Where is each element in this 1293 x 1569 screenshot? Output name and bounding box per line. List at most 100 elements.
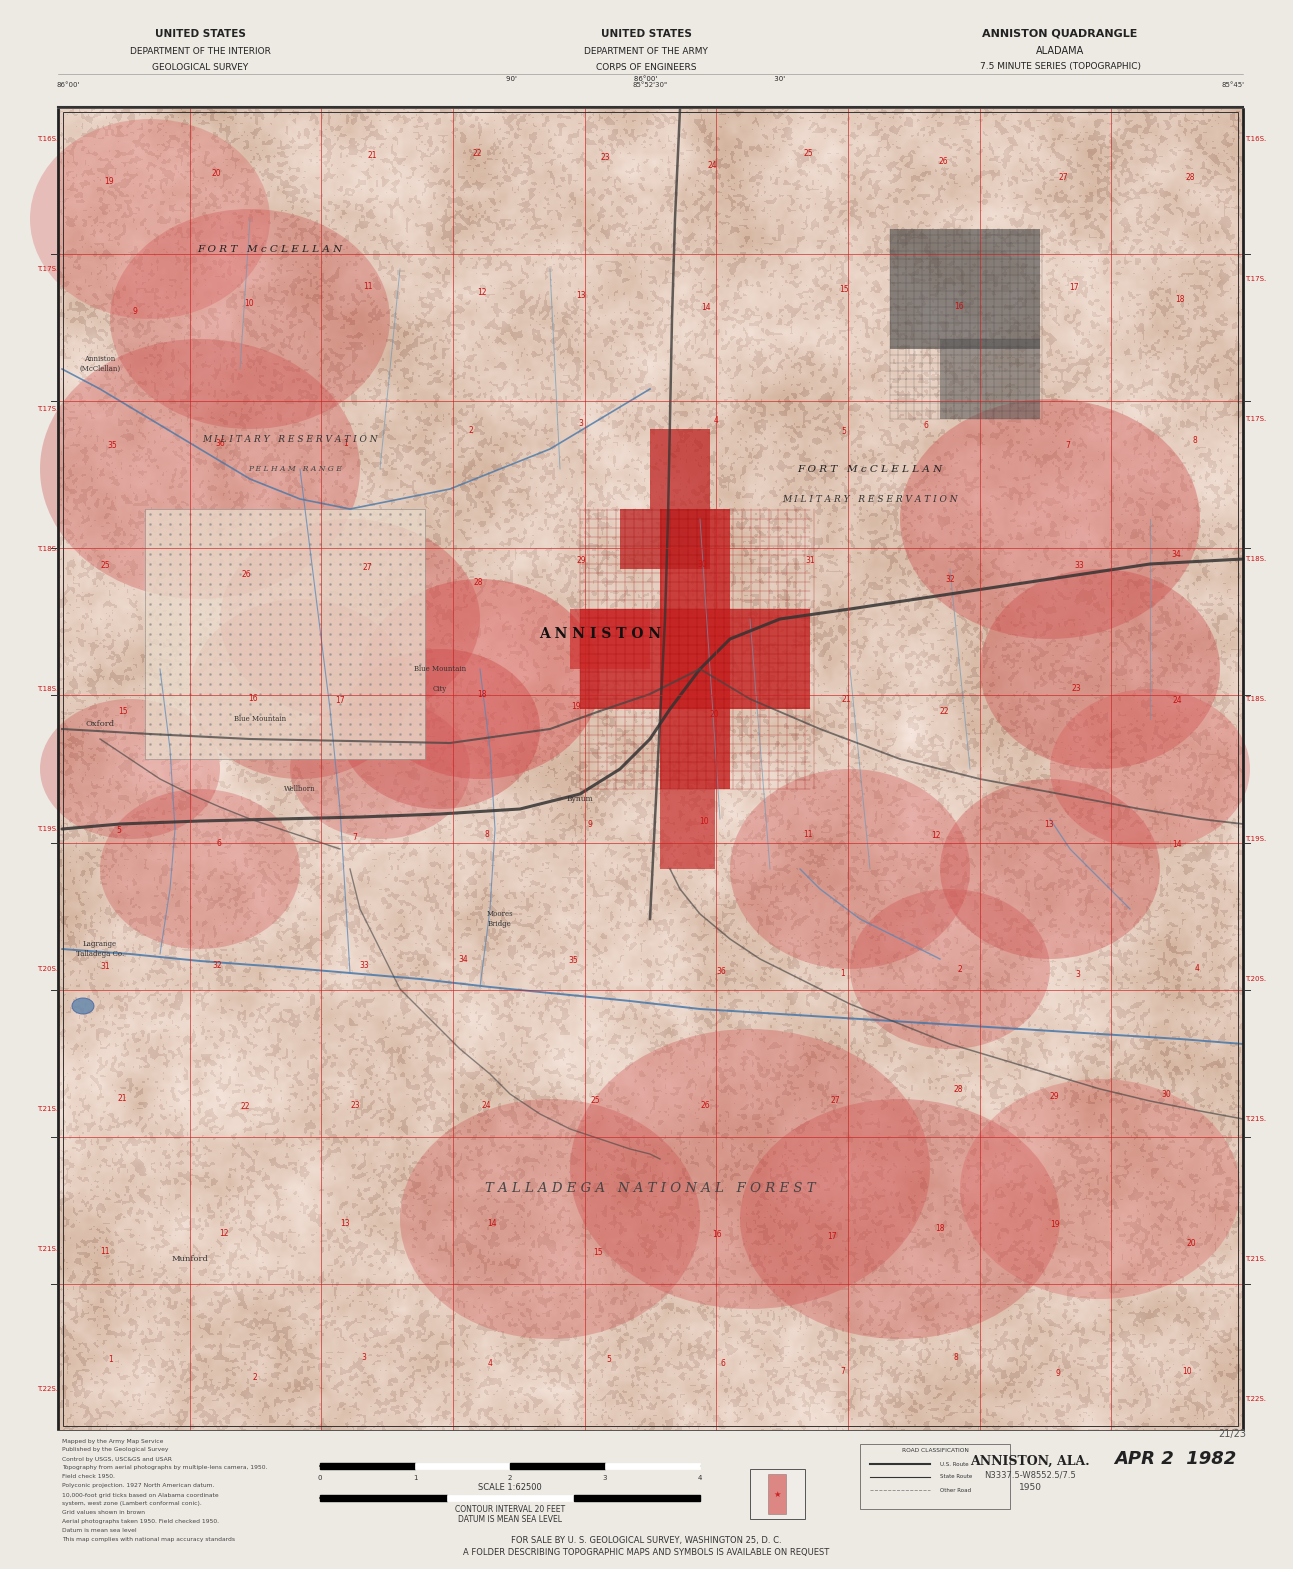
Bar <box>0 1431 1293 1569</box>
Text: 1: 1 <box>840 970 846 977</box>
Text: 13: 13 <box>577 292 586 300</box>
Text: Polyconic projection. 1927 North American datum.: Polyconic projection. 1927 North America… <box>62 1484 215 1489</box>
Text: T.21S.: T.21S. <box>37 1106 58 1112</box>
Ellipse shape <box>40 700 220 839</box>
Text: Blue Mountain: Blue Mountain <box>234 715 286 723</box>
Text: 3: 3 <box>1076 970 1080 979</box>
Text: 5: 5 <box>116 827 122 835</box>
Text: 17: 17 <box>1069 284 1078 292</box>
Text: Anniston
(McClellan): Anniston (McClellan) <box>79 356 120 372</box>
Text: T.19S.: T.19S. <box>37 825 58 832</box>
Text: T.18S.: T.18S. <box>37 686 58 692</box>
Text: 18: 18 <box>936 1224 945 1233</box>
Text: 21: 21 <box>118 1094 127 1103</box>
Text: This map complies with national map accuracy standards: This map complies with national map accu… <box>62 1538 235 1542</box>
Text: 3: 3 <box>579 419 583 428</box>
Text: 22: 22 <box>940 706 949 715</box>
Text: UNITED STATES: UNITED STATES <box>600 28 692 39</box>
Text: M I L I T A R Y   R E S E R V A T I O N: M I L I T A R Y R E S E R V A T I O N <box>202 435 378 444</box>
Text: T.21S.: T.21S. <box>1245 1116 1267 1122</box>
Text: 19: 19 <box>105 177 114 187</box>
Bar <box>415 1462 509 1469</box>
Text: T.16S.: T.16S. <box>37 137 58 143</box>
Text: ★: ★ <box>773 1489 781 1498</box>
Text: 4: 4 <box>487 1359 493 1368</box>
Text: M I L I T A R Y   R E S E R V A T I O N: M I L I T A R Y R E S E R V A T I O N <box>782 494 958 504</box>
Text: 3: 3 <box>603 1475 608 1481</box>
Text: 14: 14 <box>701 303 710 312</box>
Bar <box>605 1462 700 1469</box>
Bar <box>509 1462 605 1469</box>
Text: T.22S.: T.22S. <box>1245 1396 1267 1403</box>
Text: Control by USGS, USC&GS and USAR: Control by USGS, USC&GS and USAR <box>62 1456 172 1461</box>
Text: Grid values shown in brown: Grid values shown in brown <box>62 1511 145 1516</box>
Text: 3: 3 <box>361 1352 366 1362</box>
Ellipse shape <box>110 209 390 428</box>
Text: Other Road: Other Road <box>940 1487 971 1492</box>
Text: CONTOUR INTERVAL 20 FEET: CONTOUR INTERVAL 20 FEET <box>455 1506 565 1514</box>
Text: 19: 19 <box>1050 1219 1059 1229</box>
Text: T.17S.: T.17S. <box>37 267 58 271</box>
Text: DATUM IS MEAN SEA LEVEL: DATUM IS MEAN SEA LEVEL <box>458 1516 562 1525</box>
Text: 12: 12 <box>220 1229 229 1238</box>
Text: T.17S.: T.17S. <box>37 406 58 413</box>
Text: 15: 15 <box>839 286 848 295</box>
Text: 35: 35 <box>107 441 116 450</box>
Ellipse shape <box>30 119 270 319</box>
Text: 85°45': 85°45' <box>1222 82 1244 88</box>
Text: 2: 2 <box>253 1373 257 1382</box>
Ellipse shape <box>731 769 970 970</box>
Text: Blue Mountain: Blue Mountain <box>414 665 465 673</box>
Text: 26: 26 <box>701 1101 710 1109</box>
Text: Lagrange
Talladega Co.: Lagrange Talladega Co. <box>76 940 124 957</box>
Text: 4: 4 <box>698 1475 702 1481</box>
Text: Wellborn: Wellborn <box>284 784 315 792</box>
Text: State Route: State Route <box>940 1475 972 1480</box>
Text: 17: 17 <box>828 1232 837 1241</box>
Text: 35: 35 <box>569 956 578 965</box>
Text: T.18S.: T.18S. <box>1245 555 1267 562</box>
Ellipse shape <box>40 339 359 599</box>
Text: 11: 11 <box>363 282 372 292</box>
Bar <box>890 229 1040 348</box>
Text: A FOLDER DESCRIBING TOPOGRAPHIC MAPS AND SYMBOLS IS AVAILABLE ON REQUEST: A FOLDER DESCRIBING TOPOGRAPHIC MAPS AND… <box>463 1549 829 1558</box>
Text: 24: 24 <box>1173 695 1182 704</box>
Text: F O R T   M c C L E L L A N: F O R T M c C L E L L A N <box>798 464 943 474</box>
Text: T.18S.: T.18S. <box>1245 697 1267 701</box>
Text: 10: 10 <box>1182 1367 1192 1376</box>
Text: U.S. Route: U.S. Route <box>940 1461 968 1467</box>
Text: 90'                                                    86°00'                   : 90' 86°00' <box>507 75 786 82</box>
Text: T.20S.: T.20S. <box>37 967 58 973</box>
Text: T.16S.: T.16S. <box>1245 137 1267 143</box>
Text: 17: 17 <box>335 695 344 704</box>
Text: 34: 34 <box>458 956 468 965</box>
Text: DEPARTMENT OF THE INTERIOR: DEPARTMENT OF THE INTERIOR <box>129 47 270 55</box>
Bar <box>750 1469 806 1519</box>
Text: 1: 1 <box>344 439 348 449</box>
Text: 32: 32 <box>212 962 222 970</box>
Text: 33: 33 <box>1074 560 1085 570</box>
Text: 22: 22 <box>472 149 482 158</box>
Text: 2: 2 <box>958 965 963 974</box>
Bar <box>319 1495 447 1502</box>
Text: T.18S.: T.18S. <box>37 546 58 552</box>
Text: 23: 23 <box>600 154 610 163</box>
Text: 25: 25 <box>591 1095 600 1105</box>
Text: 23: 23 <box>350 1101 361 1109</box>
Ellipse shape <box>190 599 410 778</box>
Text: N3337.5-W8552.5/7.5: N3337.5-W8552.5/7.5 <box>984 1470 1076 1480</box>
Text: T.19S.: T.19S. <box>1245 836 1267 843</box>
Ellipse shape <box>570 1029 930 1309</box>
Text: 12: 12 <box>477 289 486 297</box>
Text: 16: 16 <box>954 303 965 311</box>
Text: 16: 16 <box>712 1230 721 1238</box>
Bar <box>570 609 650 668</box>
Text: 13: 13 <box>1043 821 1054 830</box>
Text: 18: 18 <box>1175 295 1184 304</box>
Text: 15: 15 <box>593 1247 603 1257</box>
Text: 8: 8 <box>1192 436 1197 446</box>
Text: system, west zone (Lambert conformal conic).: system, west zone (Lambert conformal con… <box>62 1502 202 1506</box>
Ellipse shape <box>740 1098 1060 1338</box>
Text: 5: 5 <box>842 427 847 436</box>
Ellipse shape <box>359 579 600 778</box>
